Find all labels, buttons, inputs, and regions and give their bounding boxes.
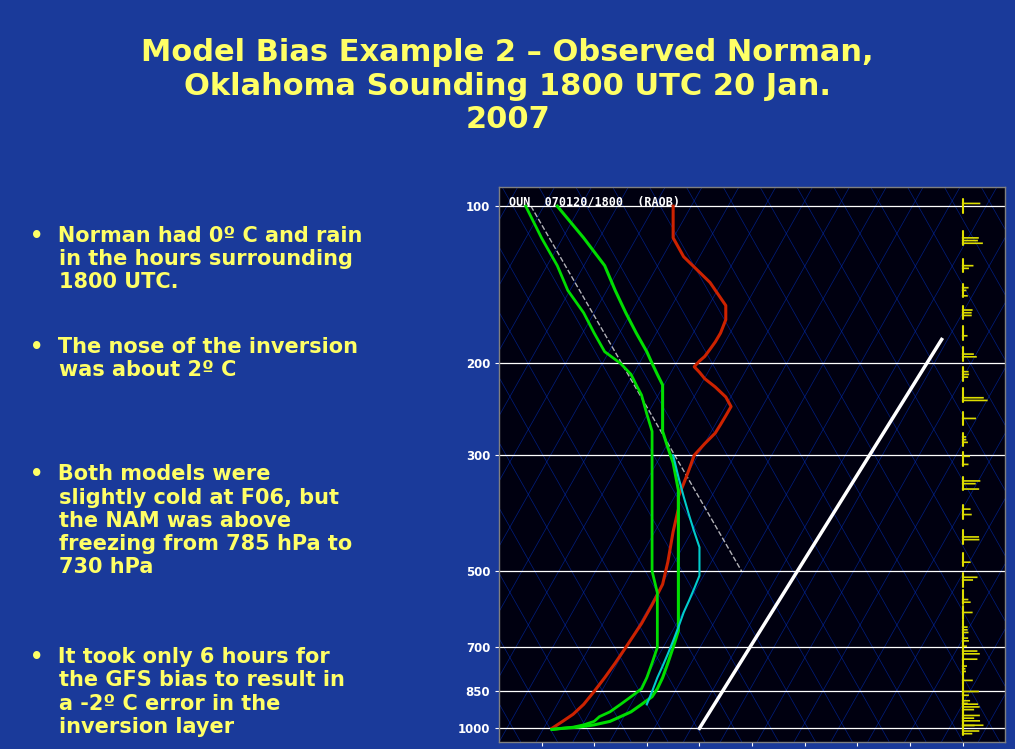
Text: •  Norman had 0º C and rain
    in the hours surrounding
    1800 UTC.: • Norman had 0º C and rain in the hours …	[29, 226, 362, 292]
Text: •  It took only 6 hours for
    the GFS bias to result in
    a -2º C error in t: • It took only 6 hours for the GFS bias …	[29, 647, 345, 737]
Text: OUN  070120/1800  (RAOB): OUN 070120/1800 (RAOB)	[510, 195, 680, 208]
Text: •  The nose of the inversion
    was about 2º C: • The nose of the inversion was about 2º…	[29, 337, 358, 380]
Text: Model Bias Example 2 – Observed Norman,
Oklahoma Sounding 1800 UTC 20 Jan.
2007: Model Bias Example 2 – Observed Norman, …	[141, 38, 874, 134]
Text: •  Both models were
    slightly cold at F06, but
    the NAM was above
    free: • Both models were slightly cold at F06,…	[29, 464, 352, 577]
